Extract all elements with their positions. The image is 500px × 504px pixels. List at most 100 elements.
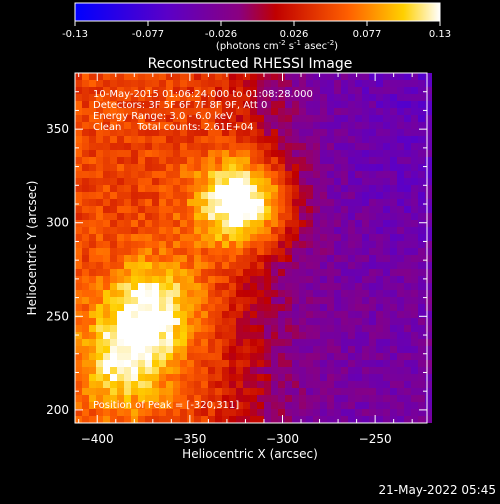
heatmap-cell [334, 101, 341, 108]
heatmap-cell [222, 136, 229, 143]
heatmap-cell [425, 178, 432, 185]
heatmap-cell [257, 388, 264, 395]
heatmap-cell [390, 276, 397, 283]
heatmap-cell [222, 311, 229, 318]
heatmap-cell [229, 185, 236, 192]
heatmap-cell [425, 318, 432, 325]
heatmap-cell [138, 374, 145, 381]
heatmap-cell [187, 269, 194, 276]
heatmap-cell [89, 150, 96, 157]
heatmap-cell [250, 395, 257, 402]
heatmap-cell [229, 115, 236, 122]
heatmap-cell [201, 185, 208, 192]
heatmap-cell [362, 276, 369, 283]
heatmap-cell [215, 73, 222, 80]
heatmap-cell [96, 360, 103, 367]
heatmap-cell [257, 402, 264, 409]
heatmap-cell [222, 297, 229, 304]
heatmap-cell [425, 304, 432, 311]
heatmap-cell [75, 192, 82, 199]
heatmap-cell [75, 255, 82, 262]
heatmap-cell [222, 157, 229, 164]
heatmap-cell [285, 94, 292, 101]
heatmap-cell [320, 381, 327, 388]
heatmap-cell [166, 185, 173, 192]
heatmap-cell [397, 276, 404, 283]
heatmap-cell [145, 129, 152, 136]
heatmap-cell [271, 87, 278, 94]
heatmap-cell [166, 332, 173, 339]
heatmap-cell [327, 108, 334, 115]
heatmap-cell [404, 409, 411, 416]
heatmap-cell [138, 318, 145, 325]
heatmap-cell [383, 178, 390, 185]
heatmap-cell [236, 311, 243, 318]
heatmap-cell [117, 143, 124, 150]
heatmap-cell [236, 332, 243, 339]
heatmap-cell [355, 206, 362, 213]
heatmap-cell [418, 150, 425, 157]
heatmap-cell [264, 73, 271, 80]
heatmap-cell [187, 395, 194, 402]
heatmap-cell [124, 402, 131, 409]
heatmap-cell [117, 409, 124, 416]
heatmap-cell [369, 262, 376, 269]
heatmap-cell [425, 108, 432, 115]
heatmap-cell [194, 143, 201, 150]
heatmap-cell [103, 346, 110, 353]
heatmap-cell [208, 73, 215, 80]
heatmap-cell [250, 178, 257, 185]
heatmap-cell [103, 381, 110, 388]
heatmap-cell [425, 311, 432, 318]
heatmap-cell [404, 339, 411, 346]
heatmap-cell [397, 409, 404, 416]
heatmap-cell [82, 80, 89, 87]
heatmap-cell [369, 199, 376, 206]
heatmap-cell [271, 143, 278, 150]
heatmap-cell [383, 353, 390, 360]
heatmap-cell [243, 311, 250, 318]
heatmap-cell [348, 220, 355, 227]
heatmap-cell [292, 241, 299, 248]
heatmap-cell [229, 255, 236, 262]
heatmap-cell [271, 227, 278, 234]
heatmap-cell [327, 185, 334, 192]
heatmap-cell [75, 157, 82, 164]
heatmap-cell [306, 143, 313, 150]
heatmap-cell [362, 122, 369, 129]
heatmap-cell [425, 136, 432, 143]
heatmap-cell [376, 206, 383, 213]
heatmap-cell [362, 101, 369, 108]
heatmap-cell [313, 318, 320, 325]
heatmap-cell [194, 332, 201, 339]
heatmap-cell [383, 374, 390, 381]
heatmap-cell [411, 136, 418, 143]
heatmap-cell [383, 143, 390, 150]
heatmap-cell [278, 353, 285, 360]
heatmap-cell [229, 367, 236, 374]
heatmap-cell [82, 318, 89, 325]
heatmap-cell [299, 108, 306, 115]
heatmap-cell [285, 402, 292, 409]
heatmap-cell [320, 227, 327, 234]
heatmap-cell [82, 73, 89, 80]
heatmap-cell [159, 339, 166, 346]
heatmap-cell [208, 143, 215, 150]
heatmap-cell [152, 269, 159, 276]
heatmap-cell [145, 178, 152, 185]
heatmap-cell [355, 311, 362, 318]
heatmap-cell [390, 234, 397, 241]
heatmap-cell [208, 339, 215, 346]
x-axis-label: Heliocentric X (arcsec) [182, 447, 318, 461]
heatmap-cell [383, 409, 390, 416]
heatmap-cell [376, 311, 383, 318]
heatmap-cell [271, 248, 278, 255]
heatmap-cell [285, 73, 292, 80]
heatmap-cell [138, 227, 145, 234]
heatmap-cell [89, 248, 96, 255]
heatmap-cell [159, 220, 166, 227]
heatmap-cell [334, 290, 341, 297]
heatmap-cell [327, 409, 334, 416]
heatmap-cell [313, 276, 320, 283]
heatmap-cell [82, 353, 89, 360]
